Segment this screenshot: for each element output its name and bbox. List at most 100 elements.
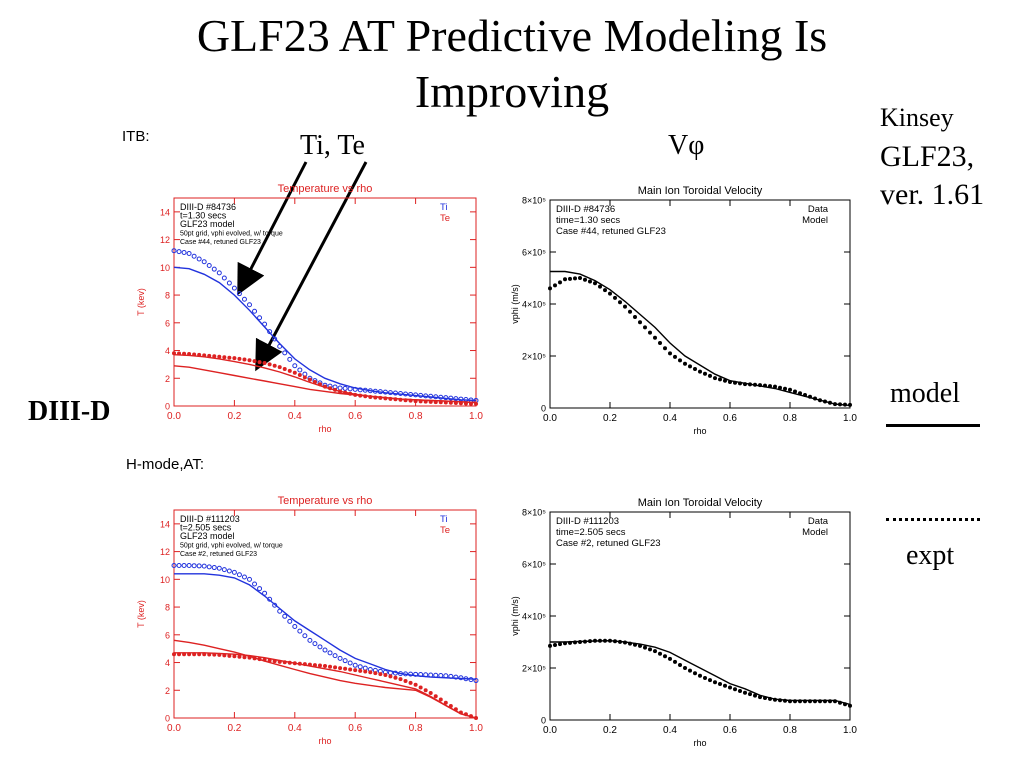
chart-itb-velocity: Main Ion Toroidal Velocity 0.0 0.2 0.4 0.6 0.… bbox=[510, 185, 857, 436]
series-marker-data bbox=[783, 698, 787, 703]
series-marker-data bbox=[603, 638, 607, 643]
series-marker-te bbox=[192, 352, 197, 357]
series-marker-ti bbox=[206, 262, 212, 268]
series-marker-data bbox=[708, 373, 712, 378]
y-tick-label: 12 bbox=[160, 547, 170, 557]
series-marker-data bbox=[718, 682, 722, 687]
series-marker-ti bbox=[252, 308, 258, 314]
series-marker-te bbox=[338, 666, 343, 671]
series-marker-data bbox=[663, 346, 667, 351]
series-marker-te bbox=[187, 352, 192, 356]
series-marker-data bbox=[563, 277, 567, 282]
series-marker-te bbox=[312, 379, 317, 384]
series-marker-data bbox=[633, 315, 637, 319]
legend-expt-line bbox=[886, 518, 980, 521]
y-tick-label: 8 bbox=[165, 291, 170, 301]
series-marker-te bbox=[383, 673, 388, 678]
series-marker-ti bbox=[231, 569, 237, 575]
legend-entry: Ti bbox=[440, 514, 448, 525]
chart-info-line: GLF23 model bbox=[180, 531, 235, 541]
series-marker-ti bbox=[473, 678, 479, 684]
x-axis-label: rho bbox=[318, 424, 331, 434]
series-marker-ti bbox=[196, 563, 202, 569]
series-marker-data bbox=[693, 671, 697, 676]
series-marker-ti bbox=[423, 672, 429, 678]
series-line-model bbox=[550, 270, 851, 407]
series-marker-ti bbox=[453, 674, 459, 680]
x-tick-label: 0.2 bbox=[603, 725, 617, 736]
series-marker-te bbox=[237, 654, 242, 659]
series-marker-data bbox=[618, 300, 622, 305]
y-tick-label: 2×10⁵ bbox=[522, 352, 546, 362]
series-marker-ti bbox=[247, 576, 252, 582]
series-marker-data bbox=[738, 688, 742, 693]
chart-title: Temperature vs rho bbox=[278, 495, 373, 507]
series-marker-data bbox=[603, 288, 607, 293]
series-marker-ti bbox=[352, 386, 358, 392]
series-marker-ti bbox=[277, 608, 283, 614]
series-marker-data bbox=[563, 641, 567, 646]
series-marker-te bbox=[292, 370, 297, 375]
series-marker-te bbox=[328, 664, 333, 669]
x-tick-label: 0.8 bbox=[783, 413, 797, 424]
series-marker-data bbox=[608, 638, 612, 643]
series-marker-te bbox=[353, 668, 358, 673]
series-marker-te bbox=[393, 397, 398, 402]
series-marker-data bbox=[613, 639, 617, 644]
series-marker-data bbox=[673, 354, 677, 359]
series-marker-te bbox=[438, 697, 443, 702]
label-device: DIII-D bbox=[28, 396, 111, 427]
series-marker-data bbox=[833, 402, 837, 407]
series-marker-data bbox=[553, 643, 557, 648]
series-marker-data bbox=[648, 330, 652, 335]
series-marker-ti bbox=[221, 275, 227, 281]
series-marker-ti bbox=[372, 388, 378, 394]
x-tick-label: 0.0 bbox=[543, 725, 557, 736]
series-marker-ti bbox=[377, 389, 383, 395]
series-marker-te bbox=[343, 390, 348, 395]
series-marker-ti bbox=[236, 572, 242, 578]
series-marker-data bbox=[568, 640, 572, 645]
series-marker-data bbox=[733, 380, 737, 385]
x-tick-label: 0.6 bbox=[723, 725, 737, 736]
series-marker-data bbox=[593, 638, 597, 643]
series-marker-data bbox=[573, 640, 577, 645]
series-marker-te bbox=[403, 398, 408, 403]
series-marker-te bbox=[177, 652, 182, 657]
series-marker-ti bbox=[332, 653, 338, 659]
series-marker-data bbox=[713, 680, 717, 685]
series-marker-data bbox=[663, 654, 667, 659]
y-tick-label: 8×10⁵ bbox=[522, 508, 546, 518]
series-marker-ti bbox=[322, 647, 328, 653]
series-marker-te bbox=[202, 353, 207, 358]
series-marker-data bbox=[783, 386, 787, 391]
series-marker-data bbox=[798, 391, 802, 396]
x-axis-label: rho bbox=[693, 738, 706, 748]
legend-expt-label: expt bbox=[906, 540, 955, 571]
series-marker-te bbox=[242, 655, 247, 660]
series-marker-te bbox=[257, 360, 262, 365]
series-marker-data bbox=[613, 295, 617, 300]
series-marker-te bbox=[453, 400, 458, 405]
y-tick-label: 2 bbox=[165, 686, 170, 696]
series-marker-te bbox=[282, 367, 287, 372]
series-marker-ti bbox=[438, 394, 444, 400]
series-marker-data bbox=[698, 369, 702, 374]
series-marker-te bbox=[353, 392, 358, 397]
chart-info-line: Case #44, retuned GLF23 bbox=[556, 226, 666, 237]
series-marker-ti bbox=[262, 590, 268, 596]
series-marker-ti bbox=[327, 650, 333, 656]
series-line-te bbox=[174, 652, 477, 719]
series-marker-ti bbox=[181, 562, 187, 568]
series-marker-ti bbox=[342, 385, 348, 391]
series-marker-ti bbox=[191, 253, 197, 259]
series-marker-ti bbox=[453, 396, 459, 402]
series-marker-data bbox=[743, 690, 747, 695]
series-marker-te bbox=[257, 657, 262, 662]
x-tick-label: 0.4 bbox=[288, 411, 302, 422]
series-marker-ti bbox=[458, 396, 464, 402]
chart-info-line: 50pt grid, vphi evolved, w/ torque bbox=[180, 231, 283, 238]
legend-entry: Model bbox=[802, 527, 828, 538]
series-marker-ti bbox=[362, 387, 368, 393]
series-line-te bbox=[173, 639, 477, 719]
